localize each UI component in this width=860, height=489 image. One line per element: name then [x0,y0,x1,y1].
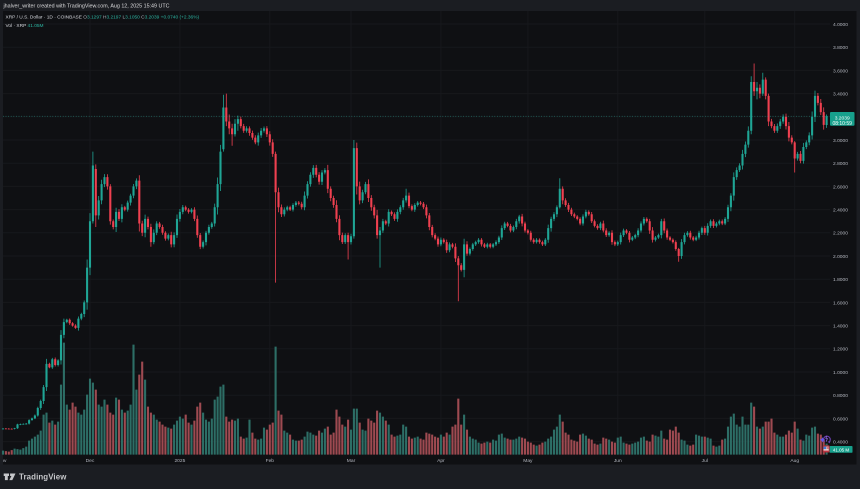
svg-text:1.4000: 1.4000 [833,324,848,330]
svg-text:jhalver_writer created with Tr: jhalver_writer created with TradingView.… [3,4,170,10]
svg-text:TradingView: TradingView [19,473,67,482]
svg-text:1.2000: 1.2000 [833,347,848,353]
svg-text:Mar: Mar [347,458,356,464]
svg-text:Vol · XRP 41.05M: Vol · XRP 41.05M [6,23,44,29]
svg-text:Apr: Apr [437,458,445,464]
svg-text:0.4000: 0.4000 [833,440,848,446]
svg-text:1.6000: 1.6000 [833,300,848,306]
svg-text:Jul: Jul [702,458,708,464]
svg-text:Jun: Jun [614,458,622,464]
svg-text:XRP / U.S. Dollar · 1D · COINB: XRP / U.S. Dollar · 1D · COINBASE O3.129… [6,15,200,21]
svg-text:3.8000: 3.8000 [833,45,848,51]
svg-text:2.8000: 2.8000 [833,161,848,167]
svg-text:41.05 M: 41.05 M [833,447,850,452]
svg-text:3.2039: 3.2039 [835,115,850,121]
svg-text:2.2000: 2.2000 [833,231,848,237]
svg-text:Nov: Nov [0,458,7,464]
svg-text:2.0000: 2.0000 [833,254,848,260]
svg-text:2025: 2025 [174,458,185,464]
svg-text:3.6000: 3.6000 [833,68,848,74]
svg-text:1.8000: 1.8000 [833,277,848,283]
svg-text:2.6000: 2.6000 [833,184,848,190]
svg-text:0.8000: 0.8000 [833,393,848,399]
svg-text:May: May [523,458,533,464]
svg-text:3.0000: 3.0000 [833,138,848,144]
svg-text:Aug: Aug [790,458,799,464]
svg-text:2.4000: 2.4000 [833,208,848,214]
svg-text:Feb: Feb [266,458,275,464]
svg-text:4.0000: 4.0000 [833,22,848,28]
svg-text:3.4000: 3.4000 [833,92,848,98]
svg-text:Dec: Dec [86,458,95,464]
svg-text:08:10:59: 08:10:59 [832,121,852,127]
svg-text:0.6000: 0.6000 [833,416,848,422]
svg-text:1.0000: 1.0000 [833,370,848,376]
